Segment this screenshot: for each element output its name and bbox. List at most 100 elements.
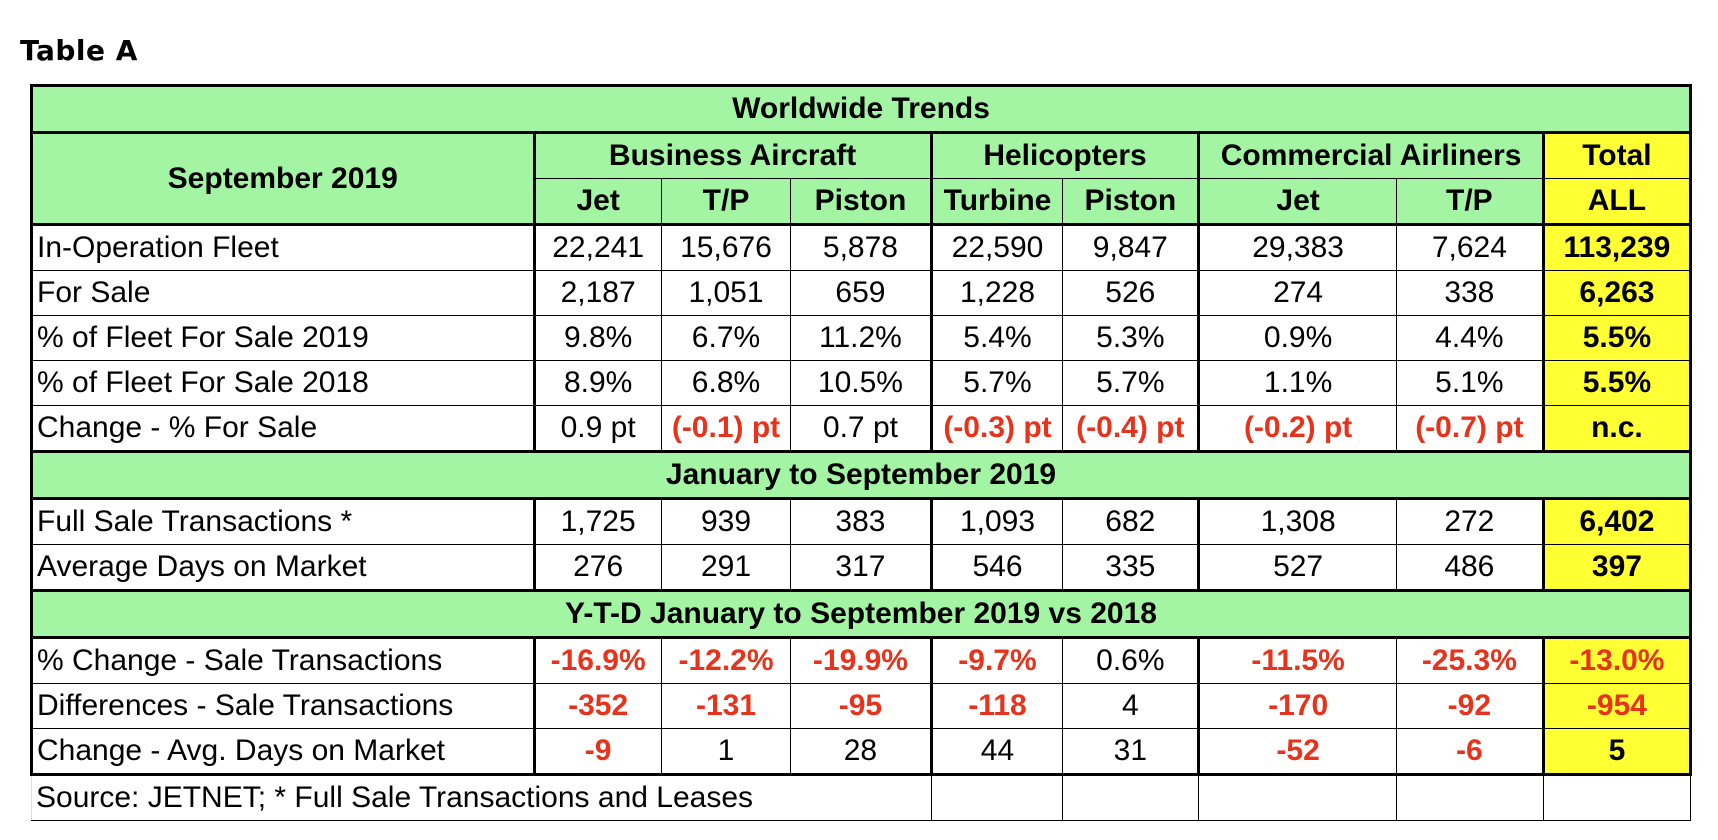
table-row: % Change - Sale Transactions -16.9% -12.2%…: [30, 637, 1693, 684]
section-title: January to September 2019: [30, 451, 1692, 500]
data-cell: 274: [1198, 270, 1397, 316]
data-cell: (-0.4) pt: [1062, 405, 1201, 453]
period-label: September 2019: [30, 132, 536, 226]
table-row: Full Sale Transactions * 1,725 939 383 1,093…: [30, 498, 1693, 545]
data-cell: (-0.1) pt: [660, 405, 792, 453]
data-cell: 659: [790, 270, 933, 316]
data-cell: -11.5%: [1198, 637, 1397, 684]
table-row: Change - % For Sale 0.9 pt (-0.1) pt 0.7 pt…: [30, 405, 1693, 453]
data-cell: 9.8%: [533, 315, 662, 361]
subcolumn-header: Jet: [533, 178, 662, 226]
row-label: % Change - Sale Transactions: [30, 637, 536, 684]
data-cell: -954: [1542, 683, 1693, 729]
data-cell: -6: [1395, 728, 1545, 776]
data-cell: -92: [1395, 683, 1545, 729]
data-cell: 44: [930, 728, 1064, 776]
data-cell: 0.9 pt: [533, 405, 662, 453]
data-cell: -9: [533, 728, 662, 776]
data-cell: 486: [1395, 544, 1545, 592]
subcolumn-header: Piston: [790, 178, 933, 226]
data-cell: 1,725: [533, 498, 662, 545]
empty-cell: [930, 774, 1064, 821]
subcolumn-header: T/P: [1395, 178, 1545, 226]
table-row: In-Operation Fleet 22,241 15,676 5,878 22,59…: [30, 224, 1693, 271]
data-cell: 1,228: [930, 270, 1064, 316]
data-cell: -52: [1198, 728, 1397, 776]
data-cell: 31: [1062, 728, 1201, 776]
row-label: Change - Avg. Days on Market: [30, 728, 536, 776]
subcolumn-header: Piston: [1062, 178, 1201, 226]
table-row: For Sale 2,187 1,051 659 1,228 526 274 338 6,263: [30, 270, 1693, 316]
data-cell: 113,239: [1542, 224, 1693, 271]
data-cell: 6.8%: [660, 360, 792, 406]
row-label: % of Fleet For Sale 2018: [30, 360, 536, 406]
data-cell: 2,187: [533, 270, 662, 316]
data-cell: -352: [533, 683, 662, 729]
data-cell: 682: [1062, 498, 1201, 545]
table-row: Average Days on Market 276 291 317 546 335 527…: [30, 544, 1693, 592]
row-label: Change - % For Sale: [30, 405, 536, 453]
data-cell: 15,676: [660, 224, 792, 271]
data-cell: 9,847: [1062, 224, 1201, 271]
data-cell: 272: [1395, 498, 1545, 545]
data-cell: 527: [1198, 544, 1397, 592]
row-label: % of Fleet For Sale 2019: [30, 315, 536, 361]
data-cell: 1.1%: [1198, 360, 1397, 406]
data-cell: 5.5%: [1542, 315, 1693, 361]
data-cell: 383: [790, 498, 933, 545]
data-cell: 11.2%: [790, 315, 933, 361]
data-cell: 1,093: [930, 498, 1064, 545]
data-cell: 0.7 pt: [790, 405, 933, 453]
data-cell: 5.4%: [930, 315, 1064, 361]
data-cell: 317: [790, 544, 933, 592]
subcolumn-header: Turbine: [930, 178, 1064, 226]
data-cell: 5.7%: [930, 360, 1064, 406]
data-cell: -16.9%: [533, 637, 662, 684]
data-cell: -131: [660, 683, 792, 729]
data-cell: 4.4%: [1395, 315, 1545, 361]
source-note: Source: JETNET; * Full Sale Transactions…: [31, 774, 932, 821]
data-cell: 0.6%: [1062, 637, 1201, 684]
data-cell: 6,263: [1542, 270, 1693, 316]
row-label: Average Days on Market: [30, 544, 536, 592]
data-cell: 338: [1395, 270, 1545, 316]
data-cell: 5,878: [790, 224, 933, 271]
data-cell: 6,402: [1542, 498, 1693, 545]
data-cell: -12.2%: [660, 637, 792, 684]
data-cell: 10.5%: [790, 360, 933, 406]
table-row: Change - Avg. Days on Market -9 1 28 44 31 -52…: [30, 728, 1693, 776]
group-business-aircraft: Business Aircraft: [533, 132, 933, 179]
data-cell: 397: [1542, 544, 1693, 592]
data-cell: -170: [1198, 683, 1397, 729]
data-cell: 22,590: [930, 224, 1064, 271]
data-cell: 5.1%: [1395, 360, 1545, 406]
data-cell: 7,624: [1395, 224, 1545, 271]
section-title: Y-T-D January to September 2019 vs 2018: [30, 590, 1692, 639]
data-cell: 939: [660, 498, 792, 545]
data-cell: 5.5%: [1542, 360, 1693, 406]
worldwide-trends-table: Worldwide Trends September 2019 Business…: [30, 84, 1693, 821]
row-label: Differences - Sale Transactions: [30, 683, 536, 729]
table-row: % of Fleet For Sale 2019 9.8% 6.7% 11.2% 5.4…: [30, 315, 1693, 361]
group-commercial-airliners: Commercial Airliners: [1198, 132, 1545, 179]
table-title: Worldwide Trends: [30, 84, 1692, 134]
data-cell: (-0.3) pt: [930, 405, 1064, 453]
subcolumn-header: T/P: [660, 178, 792, 226]
group-total: Total: [1542, 132, 1693, 179]
data-cell: 335: [1062, 544, 1201, 592]
empty-cell: [1542, 774, 1692, 821]
data-cell: -25.3%: [1395, 637, 1545, 684]
section-title-row: Y-T-D January to September 2019 vs 2018: [30, 590, 1692, 639]
data-cell: 546: [930, 544, 1064, 592]
data-cell: n.c.: [1542, 405, 1693, 453]
data-cell: 22,241: [533, 224, 662, 271]
table-row: % of Fleet For Sale 2018 8.9% 6.8% 10.5% 5.7…: [30, 360, 1693, 406]
data-cell: 1,051: [660, 270, 792, 316]
row-label: Full Sale Transactions *: [30, 498, 536, 545]
data-cell: 1: [660, 728, 792, 776]
table-row: Differences - Sale Transactions -352 -131 -…: [30, 683, 1693, 729]
empty-cell: [1198, 774, 1397, 821]
data-cell: -19.9%: [790, 637, 933, 684]
table-caption: Table A: [20, 34, 138, 67]
row-label: In-Operation Fleet: [30, 224, 536, 271]
